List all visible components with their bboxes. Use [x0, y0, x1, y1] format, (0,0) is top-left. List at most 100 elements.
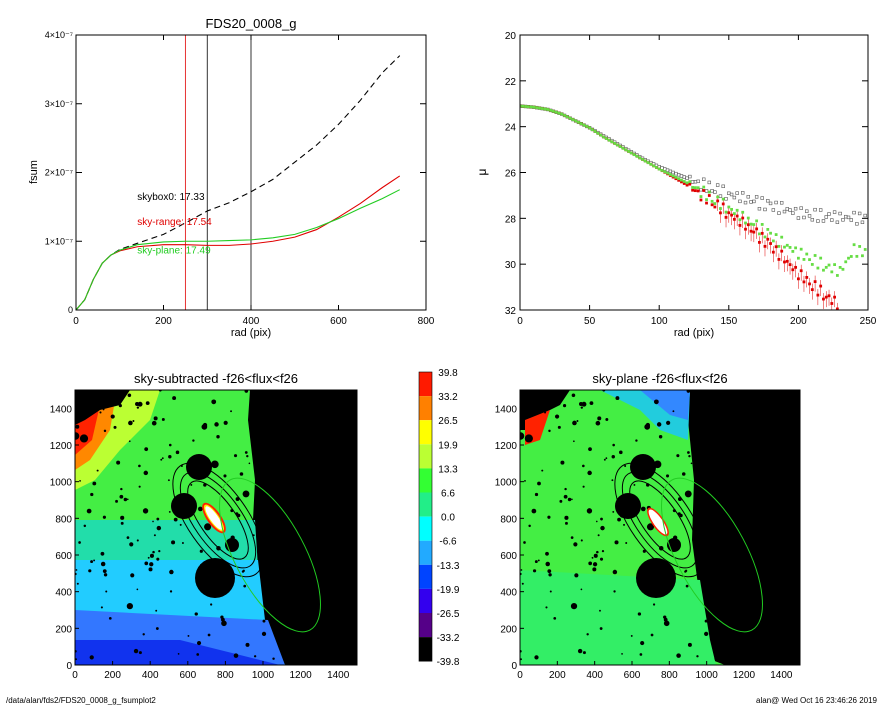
fsum-y-ticks: 0 1×10⁻⁷ 2×10⁻⁷ 3×10⁻⁷ 4×10⁻⁷: [45, 30, 426, 315]
mu-point: [716, 199, 720, 203]
mu-point: [693, 189, 697, 193]
masked-star: [75, 432, 80, 440]
masked-star: [76, 582, 79, 585]
mu-point: [710, 203, 714, 207]
mu-point: [835, 274, 839, 277]
mu-point: [735, 208, 739, 212]
masked-star: [119, 494, 124, 499]
mu-point: [579, 122, 583, 126]
masked-star: [243, 584, 247, 588]
sky-plane-x-tick-label: 1000: [696, 670, 719, 681]
masked-star: [153, 534, 156, 537]
mu-point: [671, 170, 675, 175]
mu-point: [532, 105, 536, 109]
mu-point: [643, 159, 647, 163]
mu-point: [816, 219, 820, 223]
mu-point: [693, 186, 697, 190]
mu-point: [796, 216, 801, 220]
mu-point: [738, 199, 742, 204]
masked-star: [221, 620, 227, 627]
fsum-x-tick-label: 800: [418, 316, 435, 327]
mu-point: [824, 265, 828, 269]
mu-point: [832, 210, 837, 214]
masked-star: [570, 536, 574, 539]
mu-point: [791, 268, 795, 272]
mu-point: [833, 295, 836, 299]
masked-star: [230, 410, 232, 413]
masked-star: [136, 406, 140, 409]
masked-star: [676, 653, 681, 658]
mu-point: [690, 180, 695, 184]
mu-point: [721, 184, 725, 188]
masked-star: [612, 443, 615, 447]
mu-point: [696, 186, 700, 190]
masked-star: [120, 521, 124, 525]
mu-point: [777, 211, 781, 215]
mu-point: [682, 175, 686, 179]
masked-star: [96, 469, 99, 472]
masked-star: [123, 497, 128, 502]
fsum-y-tick-label: 0: [68, 305, 73, 315]
masked-star: [633, 483, 636, 486]
masked-star: [190, 483, 193, 486]
masked-star: [216, 435, 220, 439]
mu-point: [763, 244, 767, 248]
masked-star: [545, 561, 550, 567]
sky-subtracted-x-tick-label: 800: [217, 670, 234, 681]
masked-star: [611, 455, 615, 459]
mu-point: [710, 199, 714, 203]
masked-star: [637, 612, 642, 616]
masked-star: [531, 508, 537, 514]
masked-star: [541, 469, 544, 472]
mu-point: [858, 245, 862, 248]
colorbar-frame: [418, 371, 433, 662]
colorbar-label: 6.6: [441, 489, 455, 500]
masked-star: [690, 462, 693, 465]
mu-point: [816, 293, 820, 297]
mu-point: [830, 302, 834, 305]
masked-star: [113, 425, 117, 429]
sky-subtracted-x-tick-label: 1200: [289, 670, 312, 681]
sky-subtracted-y-ticks: 0 200 400 600 800 1000 1200 1400: [50, 404, 79, 672]
mu-point: [807, 214, 812, 218]
masked-star: [567, 497, 572, 502]
masked-star: [663, 620, 670, 627]
masked-star: [204, 523, 212, 531]
sky-plane-y-tick-label: 1200: [495, 441, 518, 452]
mu-point: [760, 196, 764, 200]
masked-star: [521, 582, 524, 585]
masked-star: [175, 450, 180, 455]
masked-star: [92, 481, 97, 486]
mu-point: [535, 106, 539, 110]
mu-point: [618, 145, 622, 149]
masked-star: [593, 553, 598, 558]
masked-star: [525, 435, 528, 438]
sky-plane-y-tick-label: 400: [500, 588, 517, 599]
mu-point: [646, 161, 650, 165]
masked-star: [650, 633, 654, 637]
mu-point: [860, 220, 865, 224]
masked-star: [194, 612, 198, 616]
mu-point: [588, 126, 591, 130]
mu-point: [855, 222, 859, 226]
masked-star: [127, 393, 132, 398]
masked-star: [90, 560, 94, 564]
masked-star: [704, 631, 709, 637]
mu-point: [771, 239, 775, 243]
masked-star: [614, 540, 619, 545]
footer-stamp: alan@ Wed Oct 16 23:46:26 2019: [756, 696, 877, 705]
masked-star: [588, 561, 593, 566]
masked-star: [152, 550, 155, 554]
masked-star: [172, 396, 177, 401]
masked-star: [663, 617, 668, 622]
mu-point: [760, 231, 764, 235]
masked-star: [601, 549, 605, 553]
masked-star: [126, 498, 129, 501]
masked-star: [613, 590, 616, 593]
mu-point: [713, 202, 717, 205]
masked-star: [591, 556, 594, 559]
masked-star: [173, 517, 178, 522]
mu-x-tick-label: 0: [517, 316, 523, 327]
masked-star: [592, 562, 598, 567]
